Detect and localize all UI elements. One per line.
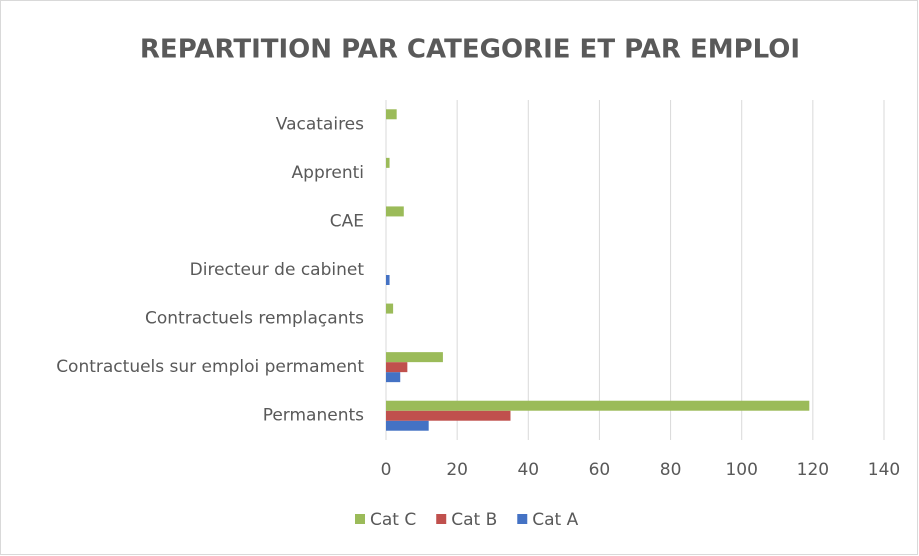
legend-swatch <box>355 514 365 524</box>
y-tick-label: Permanents <box>263 406 364 426</box>
x-tick-label: 80 <box>660 460 682 480</box>
x-tick-label: 20 <box>446 460 468 480</box>
bar <box>386 352 443 363</box>
y-tick-label: Directeur de cabinet <box>190 260 365 280</box>
bar <box>386 206 404 217</box>
legend-label: Cat B <box>451 510 497 530</box>
x-tick-label: 40 <box>517 460 539 480</box>
y-tick-label: Apprenti <box>292 163 364 183</box>
x-tick-label: 60 <box>589 460 611 480</box>
y-tick-label: Contractuels sur emploi permament <box>56 357 364 377</box>
legend-label: Cat A <box>532 510 578 530</box>
y-tick-label: CAE <box>330 211 364 231</box>
legend-swatch <box>436 514 447 524</box>
bar <box>386 372 401 383</box>
x-tick-label: 140 <box>868 460 900 480</box>
y-tick-label: Contractuels remplaçants <box>145 309 364 329</box>
bar <box>386 400 810 411</box>
bar <box>386 303 394 314</box>
x-tick-label: 0 <box>381 460 392 480</box>
legend-label: Cat C <box>370 510 416 530</box>
bar <box>386 362 408 373</box>
bar <box>386 275 390 285</box>
legend-swatch <box>517 514 528 524</box>
bar <box>386 420 429 431</box>
bar <box>386 410 511 421</box>
x-tick-label: 100 <box>725 460 757 480</box>
y-tick-label: Vacataires <box>276 114 364 134</box>
chart-title: REPARTITION PAR CATEGORIE ET PAR EMPLOI <box>140 35 800 65</box>
x-tick-label: 120 <box>797 460 829 480</box>
bar <box>386 109 397 120</box>
bar <box>386 157 390 168</box>
